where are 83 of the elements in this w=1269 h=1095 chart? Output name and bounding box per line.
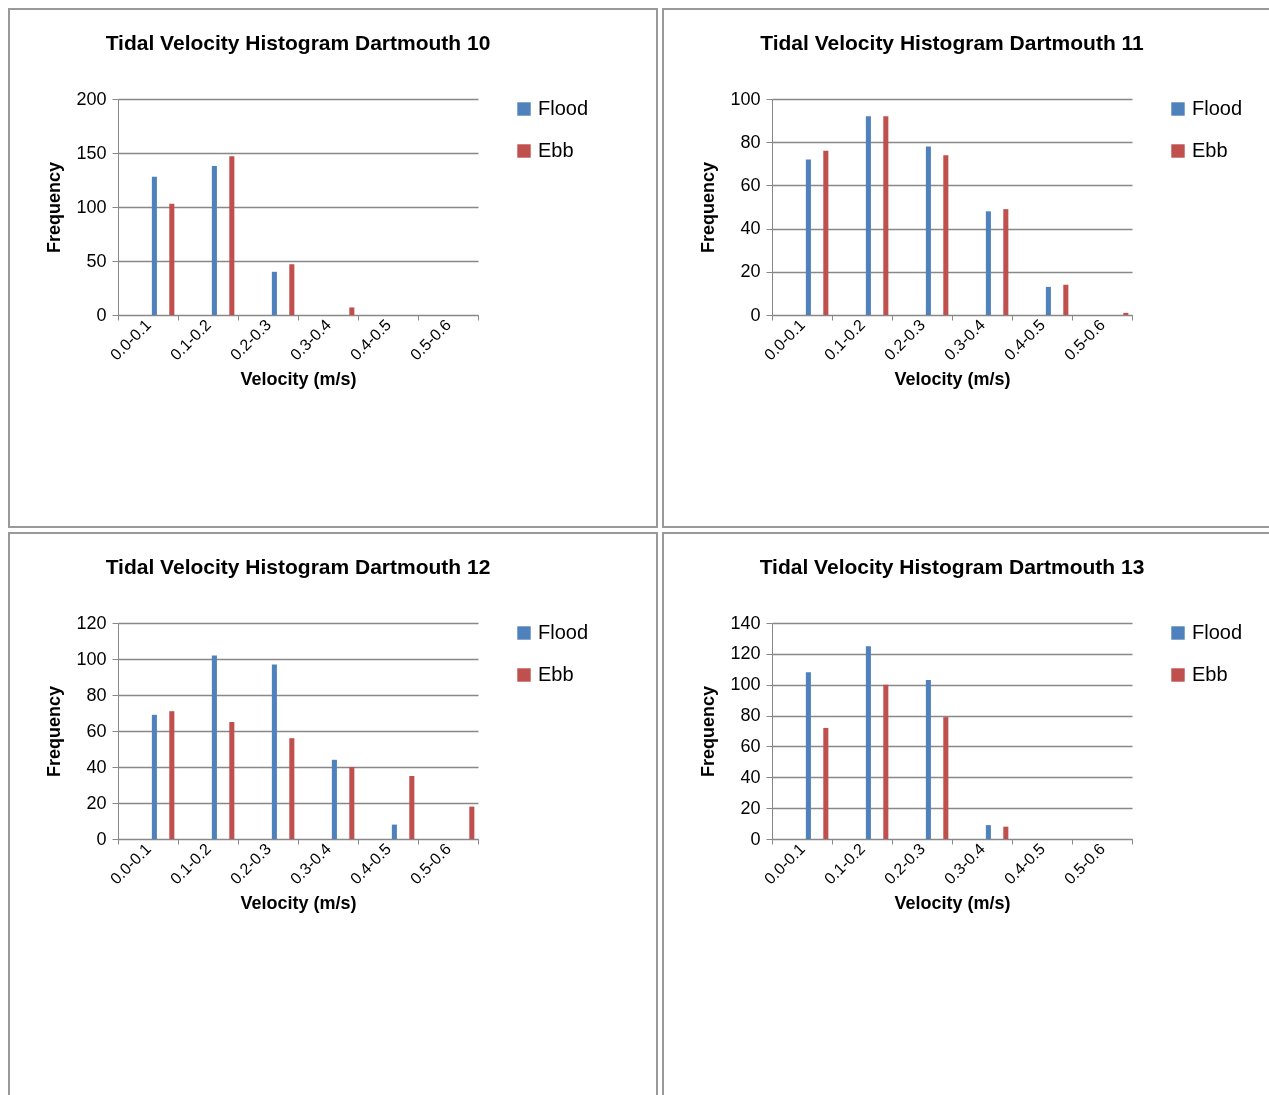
y-tick-label: 80	[86, 684, 107, 705]
bar	[1063, 284, 1069, 315]
bar	[805, 159, 811, 315]
y-tick-label: 60	[740, 174, 761, 195]
bar	[883, 116, 889, 315]
bar	[985, 825, 991, 839]
y-axis-title: Frequency	[698, 685, 719, 778]
y-tick-label: 100	[730, 674, 761, 695]
y-tick-label: 0	[750, 828, 761, 849]
bar	[229, 156, 235, 315]
bar	[925, 680, 931, 839]
bar	[211, 165, 217, 315]
bar	[823, 150, 829, 315]
bar	[289, 264, 295, 315]
bar	[409, 776, 415, 839]
bar	[1003, 209, 1009, 315]
legend-label: Ebb	[538, 139, 574, 161]
bar	[169, 711, 175, 839]
bar	[865, 646, 871, 839]
chart-title: Tidal Velocity Histogram Dartmouth 10	[105, 31, 491, 54]
y-tick-label: 200	[76, 88, 107, 109]
bar	[823, 727, 829, 839]
y-tick-label: 0	[96, 304, 107, 325]
y-tick-label: 0	[750, 304, 761, 325]
legend-label: Flood	[538, 97, 589, 119]
bar	[391, 824, 397, 839]
y-axis-title: Frequency	[698, 161, 719, 254]
y-tick-label: 60	[86, 720, 107, 741]
chart-title: Tidal Velocity Histogram Dartmouth 13	[759, 555, 1145, 578]
y-tick-label: 100	[76, 648, 107, 669]
y-tick-label: 20	[86, 792, 107, 813]
chart-title: Tidal Velocity Histogram Dartmouth 12	[105, 555, 491, 578]
y-tick-label: 0	[96, 828, 107, 849]
legend-label: Flood	[538, 621, 589, 643]
bar	[349, 767, 355, 839]
y-tick-label: 20	[740, 261, 761, 282]
y-tick-label: 20	[740, 797, 761, 818]
bar	[1123, 312, 1129, 315]
bar	[865, 116, 871, 315]
bar	[943, 717, 949, 839]
bar	[211, 655, 217, 839]
y-tick-label: 120	[76, 612, 107, 633]
bar	[229, 722, 235, 839]
bar	[985, 211, 991, 315]
bar	[1003, 826, 1009, 839]
bar	[1045, 286, 1051, 315]
bar	[925, 146, 931, 315]
y-tick-label: 100	[730, 88, 761, 109]
legend-label: Ebb	[1192, 663, 1228, 685]
legend-label: Ebb	[538, 663, 574, 685]
bar	[169, 203, 175, 315]
legend-label: Ebb	[1192, 139, 1228, 161]
y-tick-label: 40	[740, 766, 761, 787]
bar	[271, 271, 277, 315]
y-tick-label: 60	[740, 735, 761, 756]
bar	[349, 307, 355, 315]
bar	[943, 155, 949, 315]
bar	[151, 176, 157, 315]
bar	[271, 664, 277, 839]
x-axis-title: Velocity (m/s)	[240, 369, 357, 390]
bar	[469, 806, 475, 839]
x-axis-title: Velocity (m/s)	[894, 893, 1011, 914]
x-axis-title: Velocity (m/s)	[894, 369, 1011, 390]
y-axis-title: Frequency	[44, 685, 65, 778]
y-tick-label: 80	[740, 131, 761, 152]
legend-label: Flood	[1192, 621, 1243, 643]
y-tick-label: 140	[730, 612, 761, 633]
x-axis-title: Velocity (m/s)	[240, 893, 357, 914]
bar	[331, 759, 337, 839]
y-tick-label: 150	[76, 142, 107, 163]
y-axis-title: Frequency	[44, 161, 65, 254]
y-tick-label: 80	[740, 705, 761, 726]
bar	[883, 684, 889, 839]
y-tick-label: 100	[76, 196, 107, 217]
y-tick-label: 40	[740, 218, 761, 239]
bar	[805, 672, 811, 839]
bar	[151, 714, 157, 839]
bar	[289, 738, 295, 839]
y-tick-label: 40	[86, 756, 107, 777]
legend-label: Flood	[1192, 97, 1243, 119]
y-tick-label: 120	[730, 643, 761, 664]
chart-title: Tidal Velocity Histogram Dartmouth 11	[760, 31, 1145, 54]
y-tick-label: 50	[86, 250, 107, 271]
